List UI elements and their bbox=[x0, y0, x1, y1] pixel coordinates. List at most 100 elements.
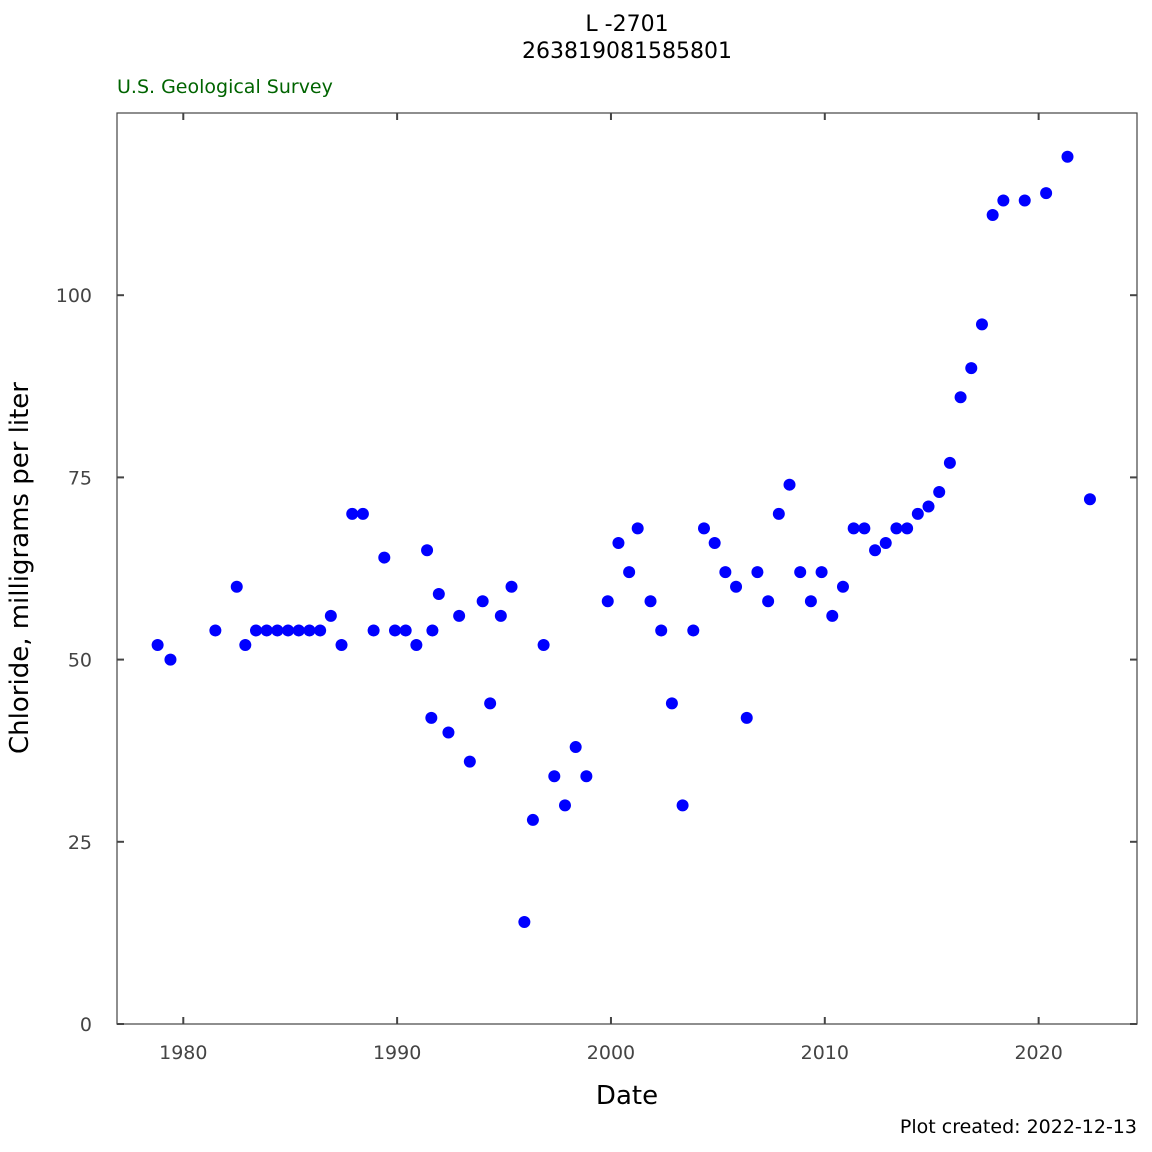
data-point bbox=[1061, 150, 1074, 163]
data-point bbox=[762, 595, 775, 608]
data-point bbox=[388, 624, 401, 637]
data-point bbox=[612, 536, 625, 549]
data-point bbox=[453, 609, 466, 622]
data-point bbox=[526, 813, 539, 826]
data-point bbox=[965, 362, 978, 375]
data-point bbox=[954, 391, 967, 404]
data-point bbox=[426, 624, 439, 637]
data-point bbox=[476, 595, 489, 608]
data-point bbox=[794, 566, 807, 579]
data-point bbox=[772, 507, 785, 520]
data-point bbox=[518, 915, 531, 928]
data-point bbox=[826, 609, 839, 622]
data-point bbox=[230, 580, 243, 593]
x-axis-label: Date bbox=[596, 1081, 658, 1111]
data-point bbox=[901, 522, 914, 535]
x-tick-label: 2020 bbox=[1014, 1042, 1062, 1064]
data-point bbox=[815, 566, 828, 579]
y-tick-label: 75 bbox=[68, 467, 92, 489]
data-point bbox=[367, 624, 380, 637]
data-point bbox=[1040, 187, 1053, 200]
data-point bbox=[442, 726, 455, 739]
x-tick-label: 1980 bbox=[159, 1042, 207, 1064]
plot-area-frame bbox=[116, 112, 1138, 1025]
plot-created-label: Plot created: 2022-12-13 bbox=[900, 1116, 1137, 1138]
data-point bbox=[836, 580, 849, 593]
data-point bbox=[505, 580, 518, 593]
data-point bbox=[676, 799, 689, 812]
data-point bbox=[719, 566, 732, 579]
y-tick-label: 25 bbox=[68, 832, 92, 854]
data-point bbox=[484, 697, 497, 710]
data-point bbox=[1018, 194, 1031, 207]
data-point bbox=[580, 770, 593, 783]
data-point bbox=[879, 536, 892, 549]
data-point bbox=[494, 609, 507, 622]
data-point bbox=[292, 624, 305, 637]
y-axis-ticks: 0 25 50 75 100 bbox=[56, 285, 1137, 1036]
data-point bbox=[548, 770, 561, 783]
data-point bbox=[631, 522, 644, 535]
data-point bbox=[890, 522, 903, 535]
chart-title-line1: L -2701 bbox=[585, 12, 668, 37]
x-tick-label: 2000 bbox=[587, 1042, 635, 1064]
data-point bbox=[1083, 493, 1096, 506]
agency-label: U.S. Geological Survey bbox=[117, 76, 333, 98]
data-point bbox=[730, 580, 743, 593]
data-point bbox=[751, 566, 764, 579]
data-point bbox=[847, 522, 860, 535]
data-point bbox=[282, 624, 295, 637]
data-point bbox=[986, 209, 999, 222]
data-point bbox=[249, 624, 262, 637]
data-point bbox=[644, 595, 657, 608]
data-point bbox=[558, 799, 571, 812]
data-point bbox=[378, 551, 391, 564]
data-point bbox=[655, 624, 668, 637]
data-point bbox=[740, 711, 753, 724]
data-point bbox=[260, 624, 273, 637]
data-point bbox=[314, 624, 327, 637]
data-point bbox=[432, 588, 445, 601]
data-point bbox=[421, 544, 434, 557]
data-point bbox=[601, 595, 614, 608]
data-point bbox=[463, 755, 476, 768]
data-point bbox=[997, 194, 1010, 207]
data-point bbox=[922, 500, 935, 513]
data-point bbox=[324, 609, 337, 622]
data-point bbox=[239, 639, 252, 652]
data-point bbox=[537, 639, 550, 652]
data-point bbox=[911, 507, 924, 520]
y-tick-label: 0 bbox=[80, 1014, 92, 1036]
x-tick-label: 2010 bbox=[801, 1042, 849, 1064]
chart-title-line2: 263819081585801 bbox=[522, 39, 732, 64]
data-point bbox=[346, 507, 359, 520]
data-point bbox=[425, 711, 438, 724]
data-point bbox=[858, 522, 871, 535]
data-point bbox=[399, 624, 412, 637]
data-point bbox=[933, 485, 946, 498]
data-point bbox=[164, 653, 177, 666]
data-point bbox=[697, 522, 710, 535]
data-point bbox=[356, 507, 369, 520]
data-point bbox=[303, 624, 316, 637]
data-point bbox=[783, 478, 796, 491]
data-point bbox=[209, 624, 222, 637]
x-axis-ticks: 1980 1990 2000 2010 2020 bbox=[159, 113, 1063, 1064]
data-point bbox=[943, 456, 956, 469]
data-point bbox=[271, 624, 284, 637]
data-point bbox=[569, 741, 582, 754]
y-axis-label: Chloride, milligrams per liter bbox=[5, 382, 35, 754]
data-point bbox=[335, 639, 348, 652]
data-point bbox=[623, 566, 636, 579]
data-points bbox=[151, 150, 1096, 928]
data-point bbox=[869, 544, 882, 557]
y-tick-label: 100 bbox=[56, 285, 92, 307]
x-tick-label: 1990 bbox=[373, 1042, 421, 1064]
data-point bbox=[665, 697, 678, 710]
data-point bbox=[708, 536, 721, 549]
data-point bbox=[804, 595, 817, 608]
data-point bbox=[975, 318, 988, 331]
data-point bbox=[687, 624, 700, 637]
y-tick-label: 50 bbox=[68, 650, 92, 672]
